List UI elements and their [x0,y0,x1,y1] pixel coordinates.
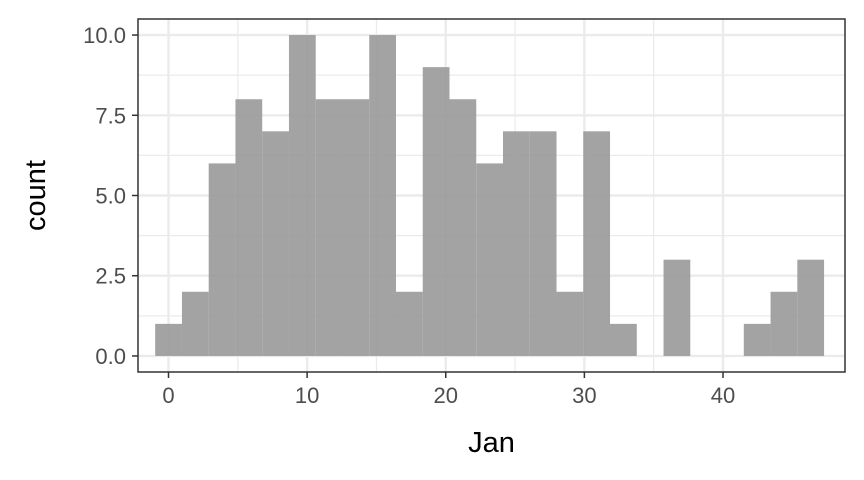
histogram-bar [288,35,316,356]
x-tick-label: 40 [711,383,735,408]
histogram-bar [556,291,584,356]
histogram-bars [155,35,825,356]
y-tick-label: 7.5 [95,103,126,128]
histogram-bar [235,99,263,356]
y-tick-label: 0.0 [95,344,126,369]
x-axis-title: Jan [468,427,515,459]
histogram-bar [369,35,396,356]
histogram-bar [262,131,289,356]
histogram-bar [503,131,530,356]
histogram-bar [342,99,370,356]
histogram-bar [449,99,477,356]
y-tick-label: 10.0 [83,23,126,48]
histogram-bar [395,291,423,356]
histogram-bar [797,259,825,356]
histogram-bar [529,131,557,356]
x-tick-label: 30 [572,383,596,408]
histogram-bar [583,131,611,356]
y-tick-label: 2.5 [95,264,126,289]
axes: 0 10 20 30 40 0.0 2.5 5.0 7.5 10.0 [83,23,735,408]
x-tick-label: 0 [162,383,174,408]
histogram-bar [181,291,209,356]
histogram-bar [155,323,182,356]
histogram-bar [743,323,771,356]
histogram-bar [663,259,691,356]
y-tick-label: 5.0 [95,184,126,209]
x-tick-label: 10 [295,383,319,408]
histogram-bar [770,291,798,356]
x-tick-label: 20 [434,383,458,408]
histogram-bar [476,163,504,356]
y-axis-title: count [20,160,52,231]
histogram-bar [610,323,637,356]
histogram-bar [315,99,343,356]
histogram-bar [208,163,236,356]
histogram-bar [422,67,450,356]
